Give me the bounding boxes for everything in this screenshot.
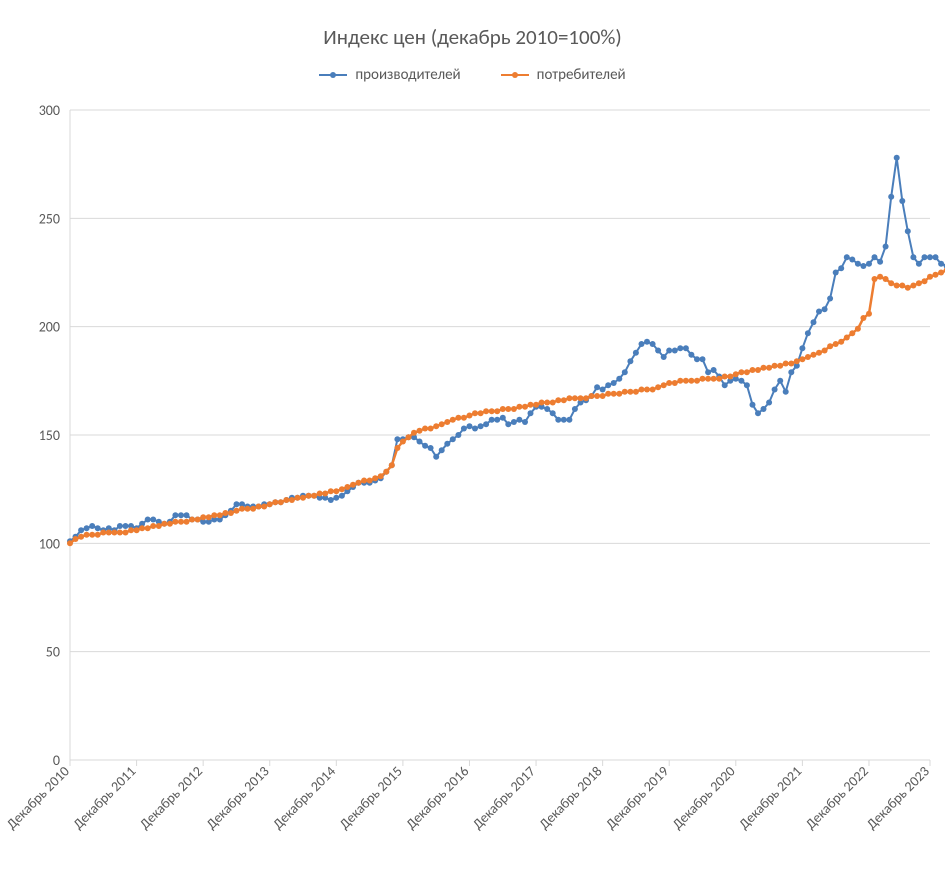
svg-text:Декабрь 2019: Декабрь 2019	[602, 763, 672, 833]
svg-text:Декабрь 2010: Декабрь 2010	[3, 763, 73, 833]
svg-text:Декабрь 2022: Декабрь 2022	[802, 763, 872, 833]
legend: производителей потребителей	[0, 66, 945, 84]
legend-item-consumers: потребителей	[501, 66, 626, 84]
svg-text:Декабрь 2015: Декабрь 2015	[336, 763, 406, 833]
legend-swatch-consumers	[501, 70, 529, 80]
legend-item-producers: производителей	[319, 66, 460, 84]
svg-text:100: 100	[39, 535, 60, 552]
legend-dot-consumers	[512, 72, 518, 78]
svg-text:300: 300	[39, 102, 60, 119]
svg-text:Декабрь 2011: Декабрь 2011	[70, 763, 140, 833]
svg-text:Декабрь 2016: Декабрь 2016	[402, 763, 472, 833]
svg-text:Декабрь 2023: Декабрь 2023	[863, 763, 933, 833]
legend-label-consumers: потребителей	[537, 66, 626, 84]
chart-svg: 050100150200250300Декабрь 2010Декабрь 20…	[0, 0, 945, 879]
svg-text:Декабрь 2020: Декабрь 2020	[669, 763, 739, 833]
svg-text:Декабрь 2017: Декабрь 2017	[469, 763, 539, 833]
chart-title: Индекс цен (декабрь 2010=100%)	[0, 24, 945, 50]
svg-text:Декабрь 2021: Декабрь 2021	[735, 763, 805, 833]
legend-label-producers: производителей	[355, 66, 460, 84]
svg-text:Декабрь 2014: Декабрь 2014	[269, 763, 339, 833]
price-index-chart: Индекс цен (декабрь 2010=100%) производи…	[0, 0, 945, 879]
svg-text:250: 250	[39, 210, 60, 227]
svg-text:200: 200	[39, 319, 60, 336]
svg-text:Декабрь 2013: Декабрь 2013	[203, 763, 273, 833]
svg-text:Декабрь 2012: Декабрь 2012	[136, 763, 206, 833]
legend-dot-producers	[330, 72, 336, 78]
svg-text:150: 150	[39, 427, 60, 444]
svg-text:50: 50	[46, 644, 60, 661]
legend-swatch-producers	[319, 70, 347, 80]
svg-text:Декабрь 2018: Декабрь 2018	[536, 763, 606, 833]
